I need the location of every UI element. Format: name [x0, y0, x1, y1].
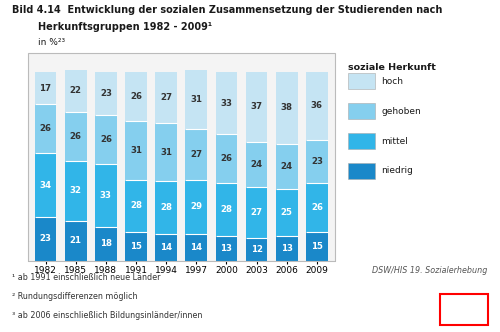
Text: 15: 15	[311, 242, 323, 251]
Text: 28: 28	[160, 203, 172, 212]
Text: 14: 14	[160, 243, 172, 252]
Bar	[34, 153, 56, 217]
Bar	[246, 72, 268, 142]
Text: 25: 25	[281, 208, 292, 217]
Bar	[276, 72, 297, 144]
Text: 23: 23	[100, 89, 112, 98]
Bar	[125, 72, 147, 121]
Text: 31: 31	[190, 95, 202, 104]
Bar	[186, 70, 207, 128]
Text: 24: 24	[280, 162, 293, 171]
Bar	[95, 116, 116, 164]
Text: ¹ ab 1991 einschließlich neue Länder: ¹ ab 1991 einschließlich neue Länder	[12, 273, 161, 282]
Bar	[65, 161, 86, 221]
Text: 23: 23	[311, 157, 323, 166]
Bar	[216, 134, 238, 183]
Bar	[34, 104, 56, 153]
Text: 33: 33	[100, 191, 112, 200]
Text: 27: 27	[190, 149, 202, 159]
Bar	[156, 234, 177, 261]
Bar	[186, 234, 207, 261]
Text: 27: 27	[250, 208, 262, 217]
Bar	[156, 123, 177, 181]
Bar	[306, 140, 328, 183]
Bar	[276, 236, 297, 261]
Text: 26: 26	[220, 154, 232, 163]
Bar	[276, 144, 297, 189]
Text: 28: 28	[220, 205, 232, 214]
Text: 14: 14	[190, 243, 202, 252]
Text: 38: 38	[281, 103, 293, 112]
Text: 34: 34	[40, 181, 52, 190]
Bar	[306, 183, 328, 232]
Text: 26: 26	[130, 92, 142, 101]
Text: Bild 4.14  Entwicklung der sozialen Zusammensetzung der Studierenden nach: Bild 4.14 Entwicklung der sozialen Zusam…	[12, 5, 443, 15]
Bar	[34, 217, 56, 261]
Bar	[65, 112, 86, 161]
Text: DSW/HIS 19. Sozialerhebung: DSW/HIS 19. Sozialerhebung	[372, 266, 488, 275]
Bar	[95, 72, 116, 116]
Text: gehoben: gehoben	[381, 107, 421, 116]
Text: 31: 31	[160, 148, 172, 157]
Text: 26: 26	[311, 203, 323, 212]
Bar	[125, 121, 147, 180]
Text: 29: 29	[190, 203, 202, 211]
Text: 24: 24	[250, 160, 262, 169]
Text: 21: 21	[70, 236, 82, 245]
Bar	[246, 142, 268, 187]
Text: ⌕: ⌕	[460, 302, 468, 317]
Text: 13: 13	[220, 244, 232, 253]
Text: 26: 26	[70, 131, 82, 141]
Text: 26: 26	[100, 135, 112, 144]
Text: 23: 23	[40, 234, 52, 243]
Text: 31: 31	[130, 146, 142, 155]
Text: 26: 26	[40, 124, 52, 133]
Text: in %²³: in %²³	[38, 38, 64, 47]
Text: 33: 33	[220, 99, 232, 108]
Bar	[186, 128, 207, 180]
Bar	[156, 181, 177, 234]
Text: 28: 28	[130, 202, 142, 210]
Text: 18: 18	[100, 239, 112, 248]
Bar	[306, 232, 328, 261]
Bar	[34, 72, 56, 104]
Bar	[156, 72, 177, 123]
Bar	[125, 232, 147, 261]
Bar	[216, 236, 238, 261]
Text: soziale Herkunft: soziale Herkunft	[348, 63, 436, 72]
Bar	[65, 70, 86, 112]
Text: mittel: mittel	[381, 136, 408, 146]
Text: ³ ab 2006 einschließlich Bildungsinländer/innen: ³ ab 2006 einschließlich Bildungsinlände…	[12, 311, 203, 320]
Bar	[246, 238, 268, 261]
Text: niedrig: niedrig	[381, 166, 413, 176]
Text: 32: 32	[70, 186, 82, 195]
Text: 17: 17	[40, 84, 52, 93]
Bar	[246, 187, 268, 238]
Bar	[186, 180, 207, 234]
Bar	[216, 72, 238, 134]
Text: 22: 22	[70, 86, 82, 95]
Text: 13: 13	[281, 244, 293, 253]
Bar	[95, 164, 116, 227]
Text: ² Rundungsdifferenzen möglich: ² Rundungsdifferenzen möglich	[12, 292, 138, 301]
Bar	[65, 221, 86, 261]
Text: 36: 36	[311, 102, 323, 111]
Text: 27: 27	[160, 93, 172, 102]
Text: 37: 37	[250, 102, 262, 111]
Bar	[216, 183, 238, 236]
Text: 15: 15	[130, 242, 142, 251]
Text: hoch: hoch	[381, 77, 403, 86]
Bar	[125, 180, 147, 232]
Bar	[95, 227, 116, 261]
Text: 12: 12	[250, 245, 262, 254]
Text: Herkunftsgruppen 1982 - 2009¹: Herkunftsgruppen 1982 - 2009¹	[38, 22, 212, 32]
Bar	[306, 72, 328, 140]
Bar	[276, 189, 297, 236]
